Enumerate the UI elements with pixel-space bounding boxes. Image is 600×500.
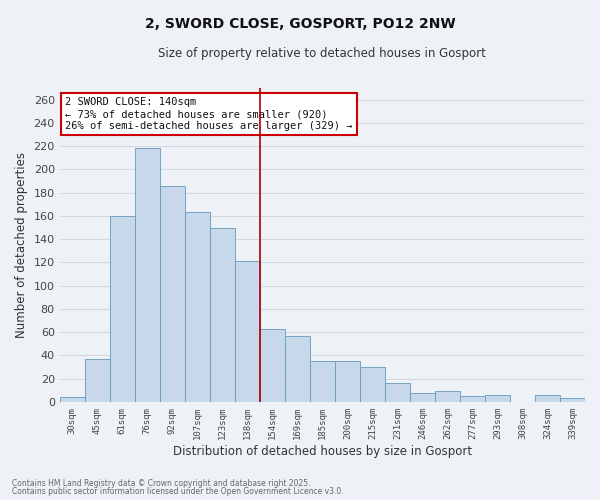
Text: 2 SWORD CLOSE: 140sqm
← 73% of detached houses are smaller (920)
26% of semi-det: 2 SWORD CLOSE: 140sqm ← 73% of detached … [65, 98, 352, 130]
Text: 2, SWORD CLOSE, GOSPORT, PO12 2NW: 2, SWORD CLOSE, GOSPORT, PO12 2NW [145, 18, 455, 32]
Bar [435, 392, 460, 402]
Bar [285, 336, 310, 402]
Bar [59, 397, 85, 402]
Text: Contains public sector information licensed under the Open Government Licence v3: Contains public sector information licen… [12, 487, 344, 496]
Bar [335, 361, 360, 402]
Bar [560, 398, 585, 402]
X-axis label: Distribution of detached houses by size in Gosport: Distribution of detached houses by size … [173, 444, 472, 458]
Bar [85, 359, 110, 402]
Bar [110, 216, 135, 402]
Bar [360, 367, 385, 402]
Text: Contains HM Land Registry data © Crown copyright and database right 2025.: Contains HM Land Registry data © Crown c… [12, 478, 311, 488]
Bar [160, 186, 185, 402]
Bar [460, 396, 485, 402]
Bar [485, 395, 510, 402]
Bar [535, 395, 560, 402]
Y-axis label: Number of detached properties: Number of detached properties [15, 152, 28, 338]
Bar [410, 392, 435, 402]
Bar [185, 212, 210, 402]
Bar [235, 261, 260, 402]
Bar [385, 383, 410, 402]
Bar [210, 228, 235, 402]
Bar [135, 148, 160, 402]
Title: Size of property relative to detached houses in Gosport: Size of property relative to detached ho… [158, 48, 486, 60]
Bar [310, 361, 335, 402]
Bar [260, 328, 285, 402]
